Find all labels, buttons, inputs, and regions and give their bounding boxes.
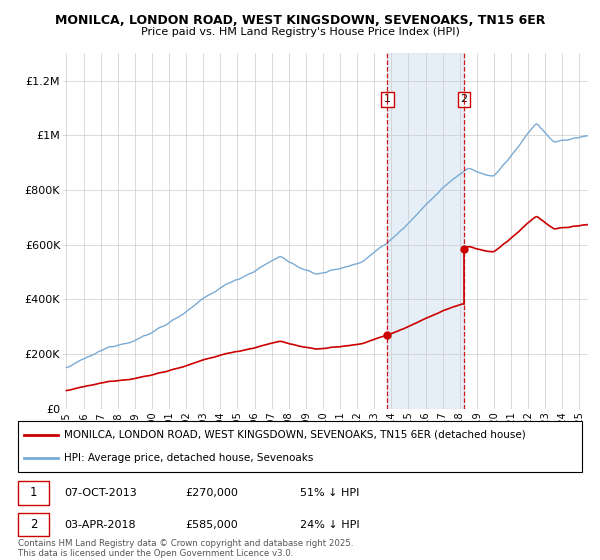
Text: 1: 1 <box>30 486 37 500</box>
Text: 51% ↓ HPI: 51% ↓ HPI <box>300 488 359 498</box>
Text: 24% ↓ HPI: 24% ↓ HPI <box>300 520 359 530</box>
Text: MONILCA, LONDON ROAD, WEST KINGSDOWN, SEVENOAKS, TN15 6ER: MONILCA, LONDON ROAD, WEST KINGSDOWN, SE… <box>55 14 545 27</box>
Text: Price paid vs. HM Land Registry's House Price Index (HPI): Price paid vs. HM Land Registry's House … <box>140 27 460 37</box>
FancyBboxPatch shape <box>18 513 49 536</box>
Text: HPI: Average price, detached house, Sevenoaks: HPI: Average price, detached house, Seve… <box>64 453 313 463</box>
Text: 2: 2 <box>30 518 37 531</box>
Text: £585,000: £585,000 <box>185 520 238 530</box>
FancyBboxPatch shape <box>18 481 49 505</box>
FancyBboxPatch shape <box>18 421 582 472</box>
Text: 07-OCT-2013: 07-OCT-2013 <box>64 488 137 498</box>
Text: 1: 1 <box>384 95 391 104</box>
Text: MONILCA, LONDON ROAD, WEST KINGSDOWN, SEVENOAKS, TN15 6ER (detached house): MONILCA, LONDON ROAD, WEST KINGSDOWN, SE… <box>64 430 526 440</box>
Bar <box>388 53 464 409</box>
Text: 03-APR-2018: 03-APR-2018 <box>64 520 136 530</box>
Text: Contains HM Land Registry data © Crown copyright and database right 2025.
This d: Contains HM Land Registry data © Crown c… <box>18 539 353 558</box>
Text: 2: 2 <box>460 95 467 104</box>
Text: £270,000: £270,000 <box>185 488 238 498</box>
